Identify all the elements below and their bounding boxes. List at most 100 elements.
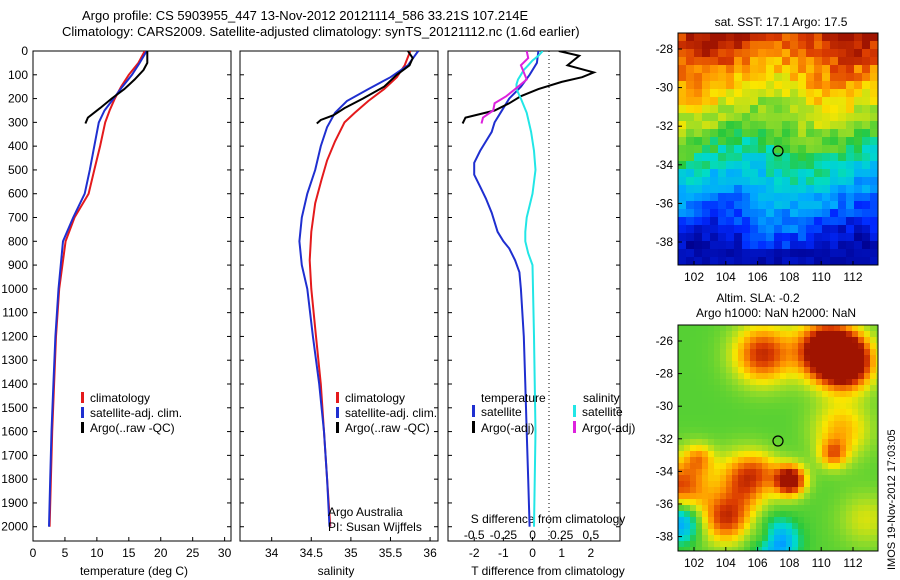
sst-cell [686,73,694,81]
sla-cell [792,463,798,469]
sla-cell [780,343,786,349]
sst-cell [702,209,710,217]
sla-cell [816,331,822,337]
sla-cell [786,541,792,547]
sst-cell [678,257,686,265]
sst-cell [694,193,702,201]
sla-cell [852,529,858,535]
sla-cell [816,511,822,517]
sla-cell [696,415,702,421]
depth-tick-label: 1100 [2,306,28,320]
sla-cell [870,403,876,409]
sla-cell [864,457,870,463]
sla-cell [738,457,744,463]
sla-cell [810,457,816,463]
sst-cell [766,129,774,137]
sla-cell [840,349,846,355]
sla-cell [798,523,804,529]
sst-cell [678,73,686,81]
sla-cell [870,397,876,403]
sst-cell [806,185,814,193]
sla-cell [786,379,792,385]
sla-cell [720,541,726,547]
sla-cell [780,355,786,361]
sla-cell [684,541,690,547]
sla-cell [846,415,852,421]
sla-cell [852,337,858,343]
sla-cell [852,463,858,469]
sla-cell [714,529,720,535]
sla-cell [798,475,804,481]
sla-cell [678,415,684,421]
sla-cell [726,337,732,343]
sla-cell [846,373,852,379]
sst-cell [790,49,798,57]
sla-cell [744,463,750,469]
sst-cell [846,201,854,209]
sst-cell [798,257,806,265]
sla-cell [810,439,816,445]
sla-cell [870,523,876,529]
sla-cell [678,493,684,499]
sla-cell [822,439,828,445]
sst-cell [686,225,694,233]
sla-cell [708,433,714,439]
sla-cell [732,385,738,391]
sst-cell [790,113,798,121]
series-line [48,51,146,527]
sst-cell [758,89,766,97]
depth-tick-label: 1300 [1,353,28,367]
sst-cell [742,129,750,137]
sst-cell [862,193,870,201]
sla-cell [822,529,828,535]
sla-cell [810,481,816,487]
sla-cell [864,421,870,427]
sla-cell [684,511,690,517]
sla-cell [756,469,762,475]
sla-cell [786,505,792,511]
sla-cell [792,325,798,331]
sst-cell [870,65,878,73]
sla-cell [738,361,744,367]
sst-cell [774,209,782,217]
sla-cell [780,445,786,451]
x-tick-label-secondary: -0.25 [490,528,518,542]
sla-cell [768,427,774,433]
sla-cell [864,379,870,385]
sst-cell [718,257,726,265]
sla-cell [786,511,792,517]
sla-cell [768,397,774,403]
sla-cell [840,331,846,337]
sla-cell [690,499,696,505]
sst-cell [846,249,854,257]
sst-cell [686,177,694,185]
sla-cell [852,373,858,379]
sla-cell [852,367,858,373]
sst-cell [758,129,766,137]
sla-cell [738,427,744,433]
sla-cell [726,325,732,331]
sla-cell [876,367,878,373]
sst-cell [678,185,686,193]
sla-cell [690,349,696,355]
sla-cell [708,331,714,337]
sla-cell [792,457,798,463]
sla-cell [726,445,732,451]
sla-cell [726,427,732,433]
sla-cell [798,343,804,349]
sla-cell [870,391,876,397]
sst-cell [742,57,750,65]
sla-cell [852,541,858,547]
sla-cell [720,349,726,355]
sst-cell [758,49,766,57]
sst-map-lat-axis: -28-30-32-34-36-38 [656,42,682,249]
sst-cell [710,193,718,201]
legend-label: satellite-adj. clim. [90,406,182,420]
sla-cell [870,373,876,379]
sla-cell [876,421,878,427]
sst-cell [742,201,750,209]
sla-cell [774,439,780,445]
difference-panel [447,50,621,542]
sla-cell [738,445,744,451]
sla-cell [810,475,816,481]
